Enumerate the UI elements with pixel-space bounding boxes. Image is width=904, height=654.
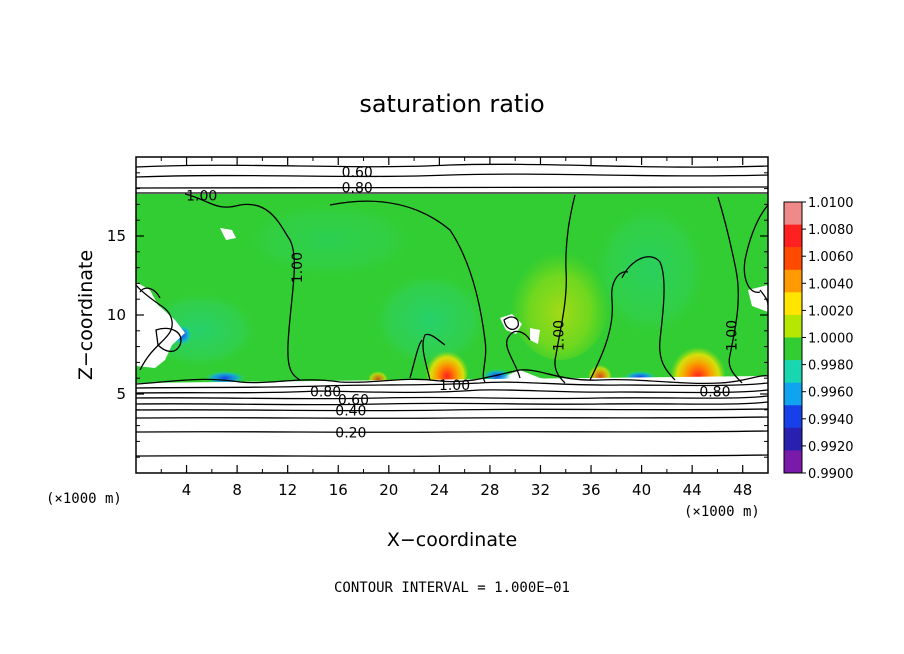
x-unit-right: (×1000 m) bbox=[684, 504, 760, 520]
contour-label: 1.00 bbox=[290, 252, 306, 283]
chart-title: saturation ratio bbox=[359, 90, 544, 118]
contour-label: 0.60 bbox=[338, 392, 369, 408]
colorbar-swatch bbox=[784, 247, 802, 271]
colorbar-swatch bbox=[784, 360, 802, 383]
contour-label: 1.00 bbox=[725, 320, 741, 351]
colorbar-label: 1.0000 bbox=[808, 332, 854, 347]
contour-label: 1.00 bbox=[439, 378, 470, 394]
contour-lines bbox=[136, 163, 768, 457]
colorbar-label: 1.0080 bbox=[808, 223, 854, 238]
x-tick-label: 4 bbox=[182, 481, 192, 499]
x-tick-label: 8 bbox=[232, 481, 242, 499]
colorbar-label: 0.9960 bbox=[808, 386, 854, 401]
x-axis-label: X−coordinate bbox=[387, 529, 517, 551]
colorbar-swatch bbox=[784, 382, 802, 406]
x-tick-label: 48 bbox=[733, 481, 752, 499]
x-tick-label: 28 bbox=[480, 481, 499, 499]
colorbar-label: 0.9940 bbox=[808, 413, 854, 428]
colorbar-label: 1.0040 bbox=[808, 277, 854, 292]
colorbar-label: 1.0020 bbox=[808, 304, 854, 319]
y-axis-label: Z−coordinate bbox=[75, 250, 97, 380]
contour-interval-note: CONTOUR INTERVAL = 1.000E−01 bbox=[334, 580, 570, 596]
contour-label: 0.80 bbox=[699, 384, 730, 400]
colorbar-label: 0.9900 bbox=[808, 467, 854, 482]
colorbar-swatch bbox=[784, 224, 802, 248]
y-tick-label: 15 bbox=[107, 227, 126, 245]
colorbar-label: 1.0060 bbox=[808, 250, 854, 265]
x-tick-label: 20 bbox=[379, 481, 398, 499]
colorbar-swatch bbox=[784, 450, 802, 474]
contour-labels: 0.600.801.001.001.00 1.001.000.800.600.40… bbox=[186, 165, 740, 442]
x-tick-label: 32 bbox=[531, 481, 550, 499]
y-tick-label: 10 bbox=[107, 306, 126, 324]
colorbar-swatch bbox=[784, 405, 802, 429]
colorbar-label: 0.9920 bbox=[808, 440, 854, 455]
colorbar-swatch bbox=[784, 337, 802, 361]
contour-label: 0.40 bbox=[335, 403, 366, 419]
colorbar-swatch bbox=[784, 269, 802, 293]
contour-label: 1.00 bbox=[551, 320, 567, 351]
x-axis: 4 8 12 16 20 24 28 32 36 40 44 48 bbox=[160, 157, 752, 499]
colorbar-label: 0.9980 bbox=[808, 359, 854, 374]
x-tick-label: 40 bbox=[632, 481, 651, 499]
colorbar-swatch bbox=[784, 427, 802, 451]
y-axis: 5 10 15 bbox=[107, 172, 768, 458]
y-tick-label: 5 bbox=[116, 385, 126, 403]
x-tick-label: 36 bbox=[581, 481, 600, 499]
x-tick-label: 44 bbox=[683, 481, 702, 499]
contour-label: 1.00 bbox=[186, 189, 217, 205]
colorbar: 1.0100 1.0080 1.0060 1.0040 1.0020 1.0000 0.99… bbox=[783, 196, 854, 482]
contour-label: 0.60 bbox=[342, 165, 373, 181]
saturation-field bbox=[136, 157, 768, 473]
contour-label: 0.20 bbox=[335, 426, 366, 442]
x-tick-label: 24 bbox=[430, 481, 449, 499]
colorbar-swatch bbox=[784, 314, 802, 338]
colorbar-swatch bbox=[784, 202, 802, 225]
colorbar-swatch bbox=[784, 292, 802, 316]
x-tick-label: 16 bbox=[329, 481, 348, 499]
x-tick-label: 12 bbox=[278, 481, 297, 499]
colorbar-label: 1.0100 bbox=[808, 196, 854, 211]
contour-label: 0.80 bbox=[310, 384, 341, 400]
contour-label: 0.80 bbox=[342, 181, 373, 197]
x-unit-left: (×1000 m) bbox=[46, 491, 122, 507]
